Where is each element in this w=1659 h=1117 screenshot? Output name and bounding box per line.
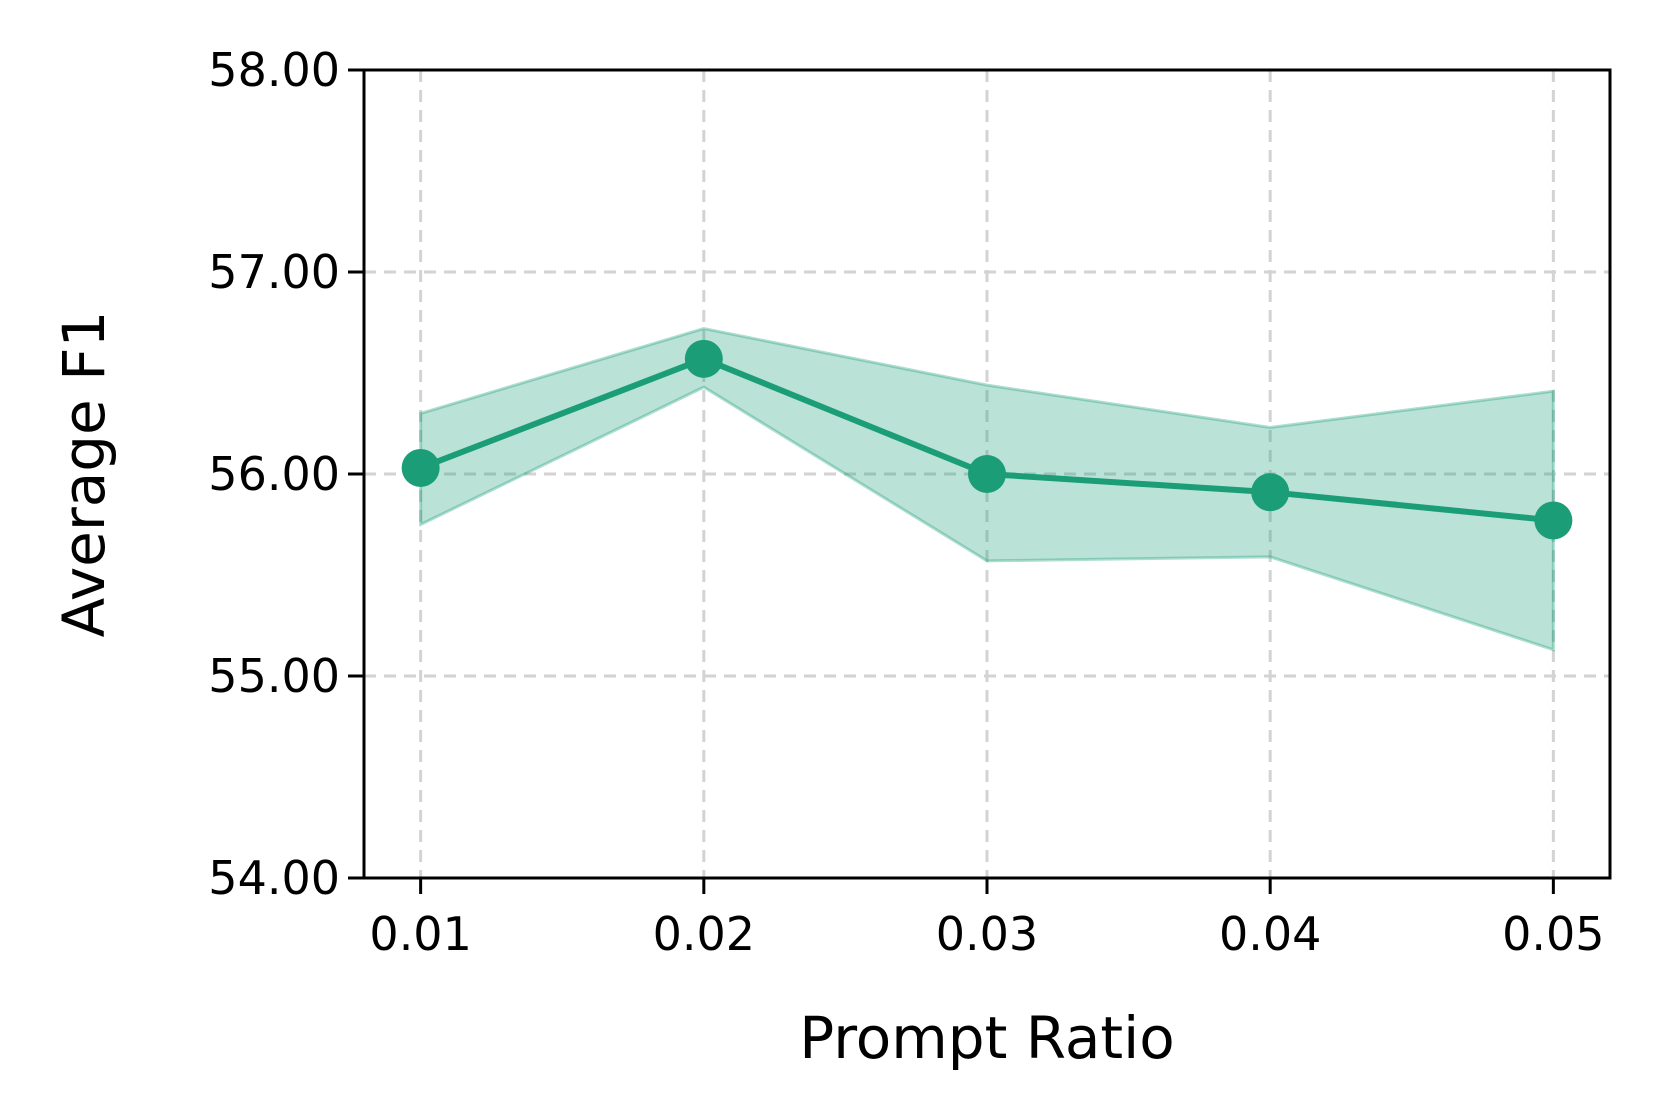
y-tick-label: 58.00 (208, 43, 340, 97)
y-tick-label: 56.00 (208, 447, 340, 501)
x-tick-label: 0.02 (653, 907, 755, 961)
x-tick-label: 0.04 (1219, 907, 1321, 961)
data-point-2 (684, 339, 723, 378)
data-point-layer (401, 339, 1573, 540)
y-axis-label: Average F1 (50, 311, 118, 638)
x-tick-label: 0.01 (369, 907, 471, 961)
y-tick-label: 55.00 (208, 649, 340, 703)
y-tick-label: 57.00 (208, 245, 340, 299)
data-point-5 (1534, 501, 1573, 540)
y-axis-ticks: 54.00 55.00 56.00 57.00 58.00 (208, 43, 364, 905)
x-tick-label: 0.03 (936, 907, 1038, 961)
x-axis-label: Prompt Ratio (799, 1004, 1174, 1072)
x-tick-label: 0.05 (1502, 907, 1604, 961)
y-tick-label: 54.00 (208, 851, 340, 905)
x-axis-ticks: 0.01 0.02 0.03 0.04 0.05 (369, 878, 1605, 961)
data-point-1 (401, 448, 440, 487)
data-point-4 (1251, 473, 1290, 512)
data-point-3 (968, 455, 1006, 493)
